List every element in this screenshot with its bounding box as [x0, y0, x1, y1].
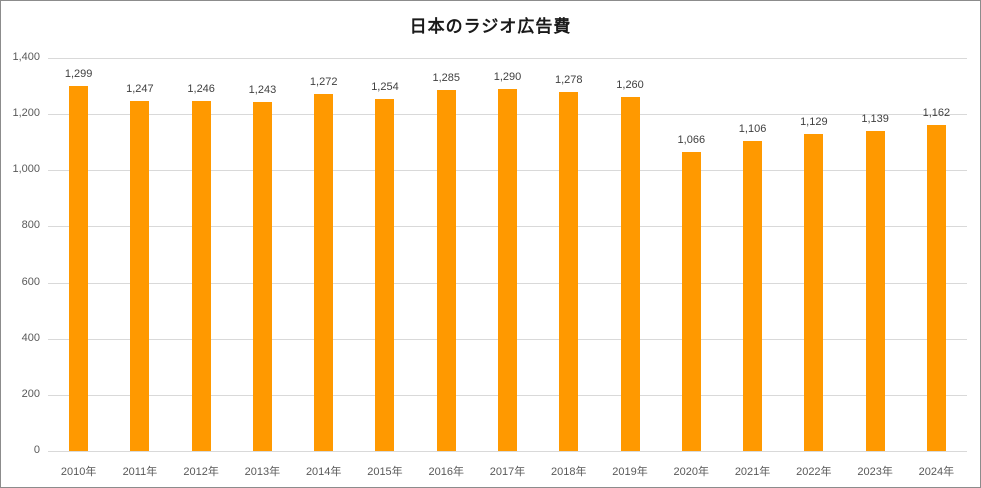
- x-axis-tick-label: 2020年: [673, 466, 710, 478]
- y-axis-tick-label: 800: [21, 219, 40, 232]
- bar-2012年[interactable]: [191, 101, 211, 451]
- bar-2018年[interactable]: [559, 92, 579, 451]
- y-axis-tick-label: 1,200: [12, 107, 40, 120]
- data-label: 1,139: [861, 113, 889, 126]
- bar-2023年[interactable]: [865, 131, 885, 451]
- data-label: 1,278: [555, 74, 583, 87]
- x-axis-tick-label: 2013年: [244, 466, 281, 478]
- data-label: 1,162: [922, 106, 951, 119]
- data-label: 1,254: [371, 80, 399, 93]
- x-axis-tick-label: 2012年: [183, 466, 219, 478]
- y-axis-tick-label: 1,000: [12, 163, 40, 176]
- bar-2021年[interactable]: [743, 140, 763, 451]
- x-axis-tick-label: 2010年: [60, 466, 97, 478]
- data-label: 1,285: [432, 72, 460, 85]
- x-axis-tick-label: 2011年: [122, 466, 158, 478]
- data-label: 1,066: [677, 133, 706, 146]
- bar-2016年[interactable]: [436, 90, 456, 451]
- data-label: 1,247: [126, 82, 154, 95]
- y-axis-tick-label: 400: [21, 331, 40, 344]
- x-axis-tick-label: 2016年: [428, 466, 464, 478]
- bar-2022年[interactable]: [804, 134, 824, 451]
- bar-2011年[interactable]: [130, 100, 150, 451]
- data-label: 1,299: [64, 68, 93, 81]
- data-label: 1,243: [248, 84, 277, 97]
- data-label: 1,272: [309, 75, 338, 88]
- gridline: [48, 58, 967, 59]
- x-axis-tick-label: 2022年: [796, 466, 832, 478]
- x-axis-tick-label: 2023年: [857, 466, 893, 478]
- y-axis-tick-label: 600: [21, 275, 40, 288]
- data-label: 1,106: [738, 122, 767, 135]
- bar-2014年[interactable]: [314, 93, 334, 451]
- y-axis-tick-label: 1,400: [12, 51, 40, 63]
- x-axis-tick-label: 2021年: [734, 466, 771, 478]
- y-axis-tick-label: 200: [21, 387, 40, 400]
- x-axis-tick-label: 2017年: [489, 466, 526, 478]
- data-label: 1,260: [616, 79, 644, 92]
- bar-2017年[interactable]: [498, 88, 517, 451]
- bar-2020年[interactable]: [681, 151, 701, 451]
- bar-2015年[interactable]: [375, 98, 395, 451]
- x-axis-tick-label: 2019年: [612, 466, 648, 478]
- bar-2013年[interactable]: [252, 102, 272, 451]
- x-axis-tick-label: 2015年: [367, 466, 403, 478]
- bar-2019年[interactable]: [620, 97, 640, 451]
- gridline: [48, 451, 967, 452]
- bar-2010年[interactable]: [69, 86, 89, 451]
- chart-title: 日本のラジオ広告費: [409, 17, 572, 37]
- bar-2024年[interactable]: [926, 124, 946, 451]
- data-label: 1,246: [187, 83, 215, 96]
- plot-area: 0 200 400 600 800 1,000 1,200 1,400 1,299 2010年 1…: [12, 51, 967, 478]
- x-axis-tick-label: 2018年: [551, 466, 587, 478]
- x-axis-tick-label: 2014年: [305, 466, 342, 478]
- data-label: 1,290: [493, 70, 522, 83]
- data-label: 1,129: [800, 116, 828, 129]
- x-axis-tick-label: 2024年: [918, 466, 955, 478]
- y-axis-tick-label: 0: [33, 444, 40, 456]
